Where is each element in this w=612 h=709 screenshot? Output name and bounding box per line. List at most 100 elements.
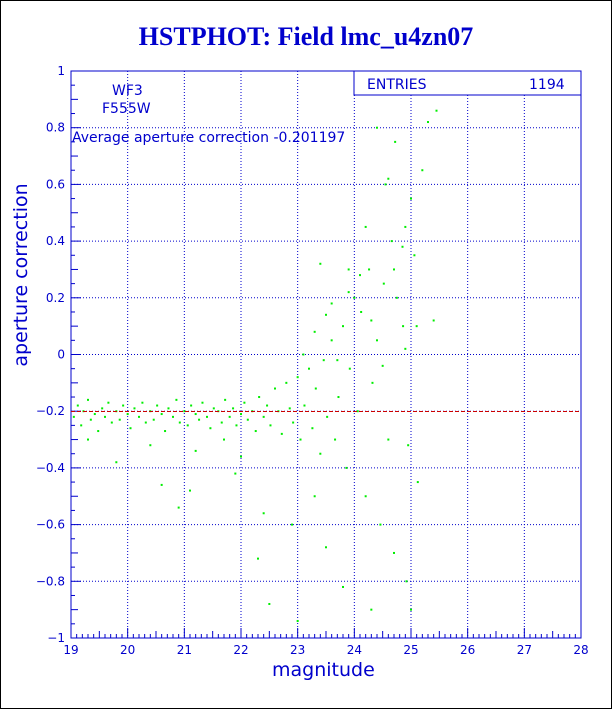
data-point bbox=[240, 455, 242, 458]
data-point bbox=[178, 421, 181, 424]
data-point bbox=[186, 424, 189, 427]
y-tick-label: 1 bbox=[57, 64, 65, 78]
data-point bbox=[347, 268, 350, 271]
data-point bbox=[296, 619, 299, 622]
data-point bbox=[285, 381, 288, 384]
data-point bbox=[410, 608, 412, 611]
data-point bbox=[206, 415, 208, 418]
data-point bbox=[258, 396, 261, 399]
y-tick-label: 0 bbox=[57, 348, 65, 362]
data-point bbox=[266, 404, 269, 407]
y-tick-label: −1 bbox=[47, 631, 65, 645]
data-point bbox=[254, 430, 257, 433]
data-point bbox=[376, 126, 378, 129]
x-tick-label: 21 bbox=[177, 643, 192, 657]
data-point bbox=[348, 367, 351, 370]
data-point bbox=[209, 427, 212, 430]
data-point bbox=[110, 421, 113, 424]
data-point bbox=[243, 401, 246, 404]
data-point bbox=[129, 427, 132, 430]
x-tick-label: 24 bbox=[347, 643, 362, 657]
grid-lines bbox=[71, 71, 581, 638]
data-point bbox=[356, 410, 359, 413]
data-point bbox=[172, 415, 174, 418]
data-point bbox=[381, 364, 384, 367]
data-point bbox=[368, 268, 371, 271]
data-point bbox=[164, 430, 167, 433]
data-point bbox=[141, 401, 144, 404]
data-point bbox=[330, 339, 333, 342]
data-point bbox=[384, 183, 387, 186]
data-point bbox=[212, 407, 215, 410]
x-tick-label: 20 bbox=[120, 643, 135, 657]
y-tick-label: 0.4 bbox=[46, 234, 65, 248]
data-point bbox=[228, 415, 231, 418]
data-point bbox=[322, 359, 325, 362]
data-point bbox=[364, 225, 367, 228]
data-point bbox=[262, 512, 265, 515]
data-point bbox=[240, 413, 242, 416]
data-point bbox=[390, 240, 393, 243]
data-point bbox=[167, 407, 170, 410]
x-tick-label: 19 bbox=[63, 643, 78, 657]
data-point bbox=[296, 376, 299, 379]
data-point bbox=[337, 396, 340, 399]
y-tick-label: −0.2 bbox=[36, 404, 65, 418]
data-point bbox=[342, 325, 344, 328]
data-point bbox=[313, 495, 316, 498]
data-point bbox=[319, 452, 322, 455]
data-point bbox=[407, 444, 410, 447]
data-point bbox=[379, 523, 382, 526]
data-point bbox=[189, 489, 191, 492]
data-point bbox=[402, 325, 405, 328]
data-point bbox=[410, 197, 412, 200]
data-point bbox=[404, 347, 407, 350]
y-tick-label: −0.6 bbox=[36, 518, 65, 532]
filter-label: F555W bbox=[102, 101, 151, 117]
data-point bbox=[336, 359, 339, 362]
data-point bbox=[393, 551, 395, 554]
data-point bbox=[269, 424, 272, 427]
data-point bbox=[359, 274, 361, 277]
data-point bbox=[342, 585, 344, 588]
x-tick-label: 27 bbox=[517, 643, 532, 657]
data-point bbox=[302, 353, 305, 356]
data-point bbox=[325, 546, 327, 549]
data-point bbox=[89, 418, 92, 421]
data-point bbox=[160, 413, 163, 416]
data-point bbox=[194, 449, 197, 452]
data-point bbox=[80, 424, 83, 427]
data-point bbox=[432, 319, 435, 322]
data-point bbox=[201, 401, 204, 404]
data-point bbox=[291, 523, 293, 526]
stats-box bbox=[353, 70, 582, 96]
data-point bbox=[223, 438, 225, 441]
data-point bbox=[371, 381, 374, 384]
x-tick-label: 25 bbox=[403, 643, 418, 657]
x-tick-label: 26 bbox=[460, 643, 475, 657]
data-point bbox=[257, 557, 259, 560]
data-point bbox=[382, 282, 385, 285]
data-point bbox=[72, 415, 75, 418]
data-point bbox=[175, 398, 178, 401]
data-point bbox=[97, 430, 100, 433]
data-point bbox=[198, 418, 201, 421]
y-axis-title: aperture correction bbox=[10, 183, 32, 366]
data-point bbox=[115, 461, 118, 464]
y-tick-label: 0.8 bbox=[46, 121, 65, 135]
data-point bbox=[152, 418, 155, 421]
data-point bbox=[268, 602, 271, 605]
data-point bbox=[299, 438, 302, 441]
data-point bbox=[224, 398, 227, 401]
data-point bbox=[149, 444, 152, 447]
data-point bbox=[311, 427, 314, 430]
y-tick-label: 0.6 bbox=[46, 177, 65, 191]
data-point bbox=[376, 339, 378, 342]
data-point bbox=[183, 410, 186, 413]
data-point bbox=[101, 407, 104, 410]
data-point bbox=[421, 169, 424, 172]
data-point bbox=[292, 421, 295, 424]
data-point bbox=[177, 506, 180, 509]
data-point bbox=[319, 262, 322, 265]
